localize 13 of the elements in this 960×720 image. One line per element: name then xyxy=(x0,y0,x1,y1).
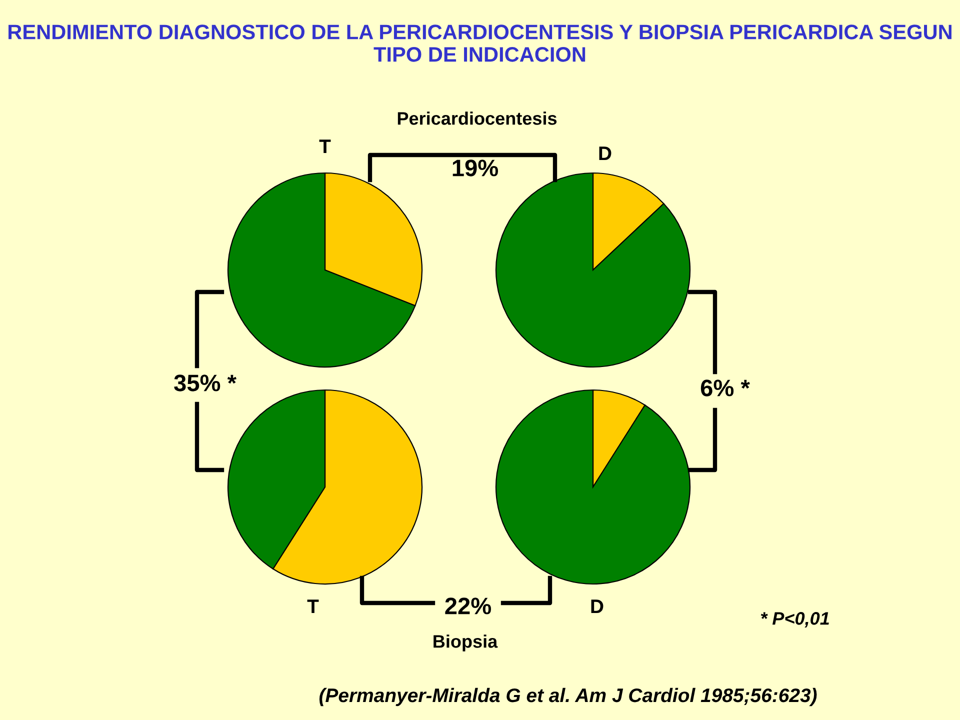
text: * P<0,01 xyxy=(760,612,829,628)
chart-title: T xyxy=(319,140,331,154)
text: Biopsia xyxy=(434,634,498,652)
text: (Permanyer-Miralda G et al. Am J Cardiol 1985;56:623) xyxy=(319,688,817,706)
text: 19% xyxy=(452,160,498,176)
chart-title: D xyxy=(599,146,612,160)
text: RENDIMIENTO DIAGNOSTICO DE LA PERICARDIOCENTESIS Y BIOPSIA PERICARDICA SEGUN TIPO DE INDICACION xyxy=(8,24,952,62)
text: 22% xyxy=(445,598,492,614)
text: T xyxy=(307,600,319,614)
text: 35% * xyxy=(174,374,236,392)
text: 6% * xyxy=(700,380,750,396)
text: D xyxy=(591,600,604,614)
text: Pericardiocentesis xyxy=(398,112,557,125)
